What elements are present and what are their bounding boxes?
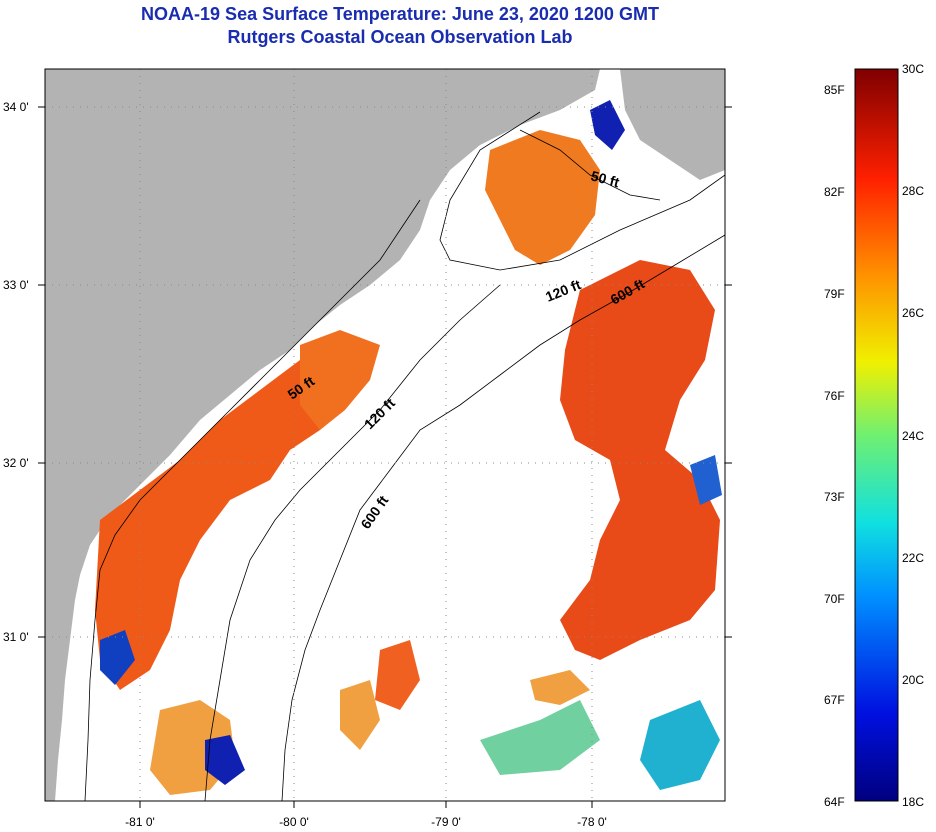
lat-label-32: 32 0' bbox=[3, 456, 29, 470]
sst-patch bbox=[100, 630, 135, 685]
colorbar-f-label: 82F bbox=[824, 185, 845, 199]
lon-label-78: -78 0' bbox=[577, 815, 607, 829]
sst-patch bbox=[300, 330, 380, 430]
colorbar-c-label: 20C bbox=[902, 673, 925, 687]
contour-600ft bbox=[281, 234, 725, 801]
graticule bbox=[45, 69, 725, 801]
colorbar-f-label: 76F bbox=[824, 389, 845, 403]
lat-label-34: 34 0' bbox=[3, 100, 29, 114]
axis-ticks bbox=[38, 106, 732, 808]
sst-patch bbox=[485, 130, 600, 265]
colorbar-c-label: 22C bbox=[902, 551, 925, 565]
lon-label-81: -81 0' bbox=[125, 815, 155, 829]
sst-patch bbox=[530, 670, 590, 705]
colorbar-f-label: 73F bbox=[824, 490, 845, 504]
lat-label-33: 33 0' bbox=[3, 278, 29, 292]
sst-patch bbox=[560, 260, 720, 660]
sst-patch bbox=[640, 700, 720, 790]
sst-patch bbox=[95, 340, 350, 690]
sst-patch bbox=[205, 735, 245, 785]
colorbar-f-label: 67F bbox=[824, 693, 845, 707]
colorbar-c-label: 18C bbox=[902, 795, 925, 809]
sst-patch bbox=[375, 640, 420, 710]
contour-label-50ft-north: 50 ft bbox=[589, 167, 621, 190]
map-subtitle: Rutgers Coastal Ocean Observation Lab bbox=[227, 27, 573, 47]
colorbar-c-label: 30C bbox=[902, 62, 925, 76]
land bbox=[45, 69, 600, 801]
colorbar-c-label: 24C bbox=[902, 429, 925, 443]
sst-patch bbox=[480, 700, 600, 775]
lat-label-31: 31 0' bbox=[3, 630, 29, 644]
contour-50ft bbox=[84, 129, 661, 801]
lon-label-79: -79 0' bbox=[431, 815, 461, 829]
colorbar-c-label: 28C bbox=[902, 184, 925, 198]
colorbar-f-label: 85F bbox=[824, 83, 845, 97]
colorbar bbox=[854, 68, 899, 802]
colorbar-c-label: 26C bbox=[902, 306, 925, 320]
sst-patch bbox=[590, 100, 625, 150]
land-ne bbox=[620, 69, 725, 180]
map-border bbox=[44, 68, 726, 802]
contour-120ft bbox=[204, 111, 725, 801]
sst-patch bbox=[690, 455, 722, 505]
map-title: NOAA-19 Sea Surface Temperature: June 23… bbox=[141, 4, 659, 24]
sst-patch bbox=[340, 680, 380, 750]
colorbar-f-label: 79F bbox=[824, 287, 845, 301]
lon-label-80: -80 0' bbox=[279, 815, 309, 829]
colorbar-f-label: 70F bbox=[824, 592, 845, 606]
colorbar-f-label: 64F bbox=[824, 795, 845, 809]
